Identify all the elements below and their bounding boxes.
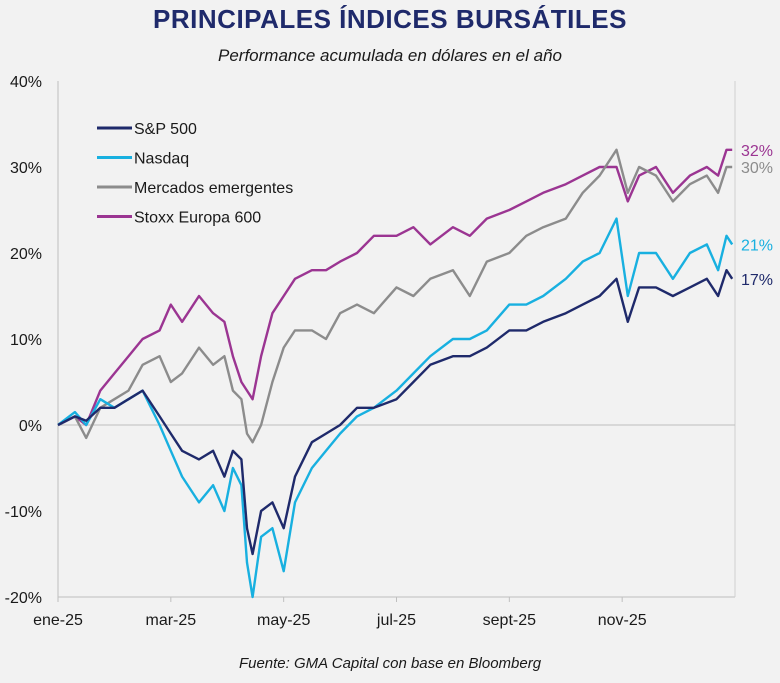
- legend-label: Mercados emergentes: [134, 180, 293, 197]
- chart-legend: S&P 500 Nasdaq Mercados emergentes Stoxx Eu…: [97, 121, 293, 227]
- y-tick-label: 40%: [10, 74, 42, 91]
- x-tick-label: sept-25: [483, 612, 536, 629]
- y-tick-label: 30%: [10, 160, 42, 177]
- series-line: [57, 148, 733, 444]
- legend-label: S&P 500: [134, 121, 197, 138]
- y-tick-label: -10%: [5, 504, 42, 521]
- source-note: Fuente: GMA Capital con base en Bloomber…: [238, 655, 542, 672]
- chart-subtitle: Performance acumulada en dólares en el a…: [218, 46, 562, 65]
- series-line: [57, 217, 734, 599]
- chart-series: [57, 148, 734, 599]
- y-tick-label: 20%: [10, 246, 42, 263]
- x-tick-label: mar-25: [145, 612, 196, 629]
- end-labels: 17% 21% 30%32%: [741, 143, 773, 289]
- x-tick-label: may-25: [257, 612, 310, 629]
- y-tick-label: -20%: [5, 590, 42, 607]
- series-line: [57, 148, 733, 427]
- series-end-label: 32%: [741, 143, 773, 160]
- legend-label: Nasdaq: [134, 151, 189, 168]
- y-tick-label: 0%: [19, 418, 42, 435]
- chart-axes: 40% 30% 20% 10% 0% -10% -20% ene-25 mar-25 may-25…: [5, 74, 647, 629]
- series-end-label: 30%: [741, 160, 773, 177]
- legend-label: Stoxx Europa 600: [134, 210, 261, 227]
- y-tick-label: 10%: [10, 332, 42, 349]
- x-tick-label: ene-25: [33, 612, 83, 629]
- series-end-label: 21%: [741, 237, 773, 254]
- series-line: [57, 269, 734, 556]
- x-tick-label: nov-25: [598, 612, 647, 629]
- x-tick-label: jul-25: [376, 612, 416, 629]
- chart-title: PRINCIPALES ÍNDICES BURSÁTILES: [153, 4, 627, 34]
- series-end-label: 17%: [741, 272, 773, 289]
